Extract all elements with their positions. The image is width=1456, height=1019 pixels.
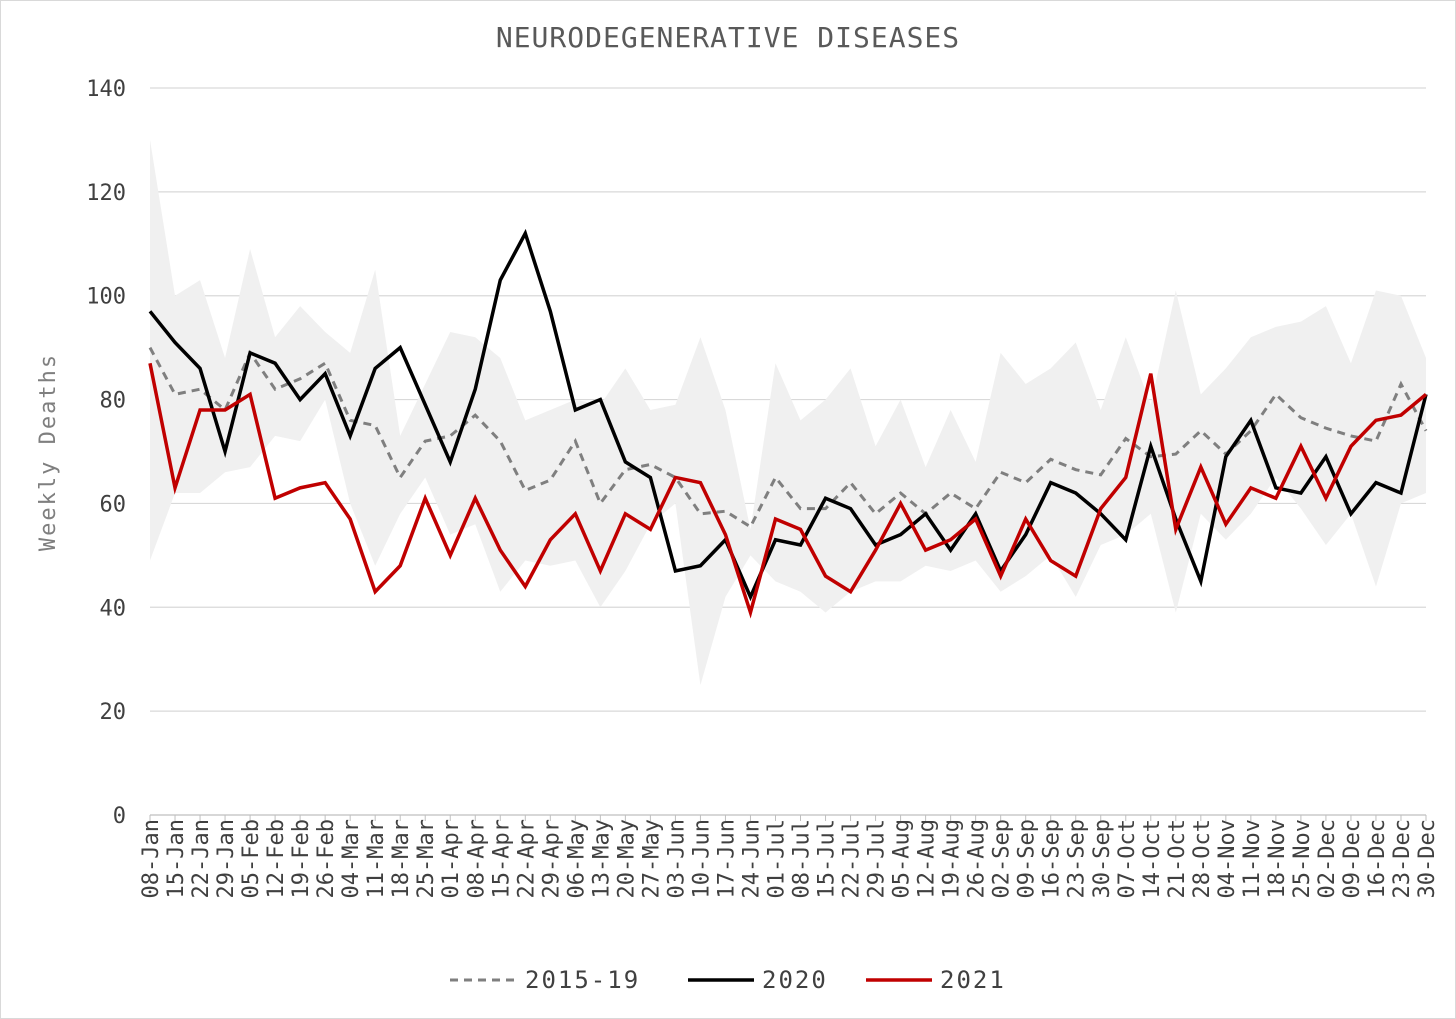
y-tick-label: 60 [100,492,127,517]
x-tick-label: 19-Aug [940,819,965,898]
x-tick-label: 22-Jan [189,819,214,898]
x-tick-label: 25-Nov [1290,819,1315,898]
y-tick-label: 140 [86,77,126,102]
x-tick-label: 02-Dec [1315,819,1340,898]
x-tick-label: 01-Jul [764,819,789,898]
x-tick-label: 29-Jan [214,819,239,898]
x-axis-ticks: 08-Jan 15-Jan 22-Jan 29-Jan 05-Feb 12-Feb 19-F… [139,815,1440,898]
x-tick-label: 11-Nov [1240,819,1265,898]
x-tick-label: 15-Apr [489,819,514,898]
y-tick-label: 80 [100,389,127,414]
x-tick-label: 29-Apr [539,819,564,898]
x-tick-label: 15-Jul [815,819,840,898]
x-tick-label: 08-Jan [139,819,164,898]
x-tick-label: 13-May [589,819,614,898]
x-tick-label: 09-Sep [1015,819,1040,898]
x-tick-label: 03-Jun [664,819,689,898]
x-tick-label: 12-Feb [264,819,289,898]
x-tick-label: 14-Oct [1140,819,1165,898]
x-tick-label: 05-Feb [239,819,264,898]
series-line-2021 [148,362,1428,619]
chart-title: NEURODEGENERATIVE DISEASES [496,21,960,54]
legend-label-2015-19: 2015-19 [525,966,640,994]
x-tick-label: 16-Dec [1365,819,1390,898]
x-tick-label: 28-Oct [1190,819,1215,898]
x-tick-label: 22-Apr [514,819,539,898]
x-tick-label: 09-Dec [1340,819,1365,898]
x-tick-label: 26-Feb [314,819,339,898]
x-tick-label: 11-Mar [364,819,389,898]
x-tick-label: 04-Mar [339,819,364,898]
x-tick-label: 25-Mar [414,819,439,898]
x-tick-label: 04-Nov [1215,819,1240,898]
x-tick-label: 12-Aug [915,819,940,898]
x-tick-label: 08-Jul [790,819,815,898]
x-tick-label: 18-Nov [1265,819,1290,898]
x-tick-label: 29-Jul [865,819,890,898]
x-tick-label: 21-Oct [1165,819,1190,898]
y-tick-label: 100 [86,285,126,310]
y-axis-label: Weekly Deaths [36,353,61,551]
x-tick-label: 01-Apr [439,819,464,898]
x-tick-label: 22-Jul [840,819,865,898]
x-tick-label: 23-Dec [1390,819,1415,898]
x-tick-label: 26-Aug [965,819,990,898]
x-tick-label: 23-Sep [1065,819,1090,898]
x-tick-label: 08-Apr [464,819,489,898]
x-tick-label: 07-Oct [1115,819,1140,898]
y-tick-label: 0 [113,804,126,829]
x-tick-label: 30-Dec [1415,819,1440,898]
x-tick-label: 10-Jun [689,819,714,898]
x-tick-label: 30-Sep [1090,819,1115,898]
x-tick-label: 06-May [564,819,589,898]
x-tick-label: 18-Mar [389,819,414,898]
x-tick-label: 17-Jun [714,819,739,898]
series-line-2020 [148,228,1428,602]
x-tick-label: 20-May [614,819,639,898]
y-tick-label: 120 [86,181,126,206]
x-tick-label: 05-Aug [890,819,915,898]
y-tick-label: 40 [100,596,127,621]
legend-label-2020: 2020 [762,966,828,994]
x-tick-label: 15-Jan [164,819,189,898]
series-lines [148,228,1428,619]
series-line-2015-19 [148,346,1428,529]
y-axis-ticks: 0 20 40 60 80 100 120 140 [86,77,126,829]
y-tick-label: 20 [100,700,127,725]
x-tick-label: 19-Feb [289,819,314,898]
x-tick-label: 27-May [639,819,664,898]
legend-label-2021: 2021 [940,966,1006,994]
legend: 2015-19 2020 2021 [450,966,1006,994]
x-tick-label: 16-Sep [1040,819,1065,898]
x-tick-label: 02-Sep [990,819,1015,898]
range-band [150,139,1426,686]
x-tick-label: 24-Jun [739,819,764,898]
